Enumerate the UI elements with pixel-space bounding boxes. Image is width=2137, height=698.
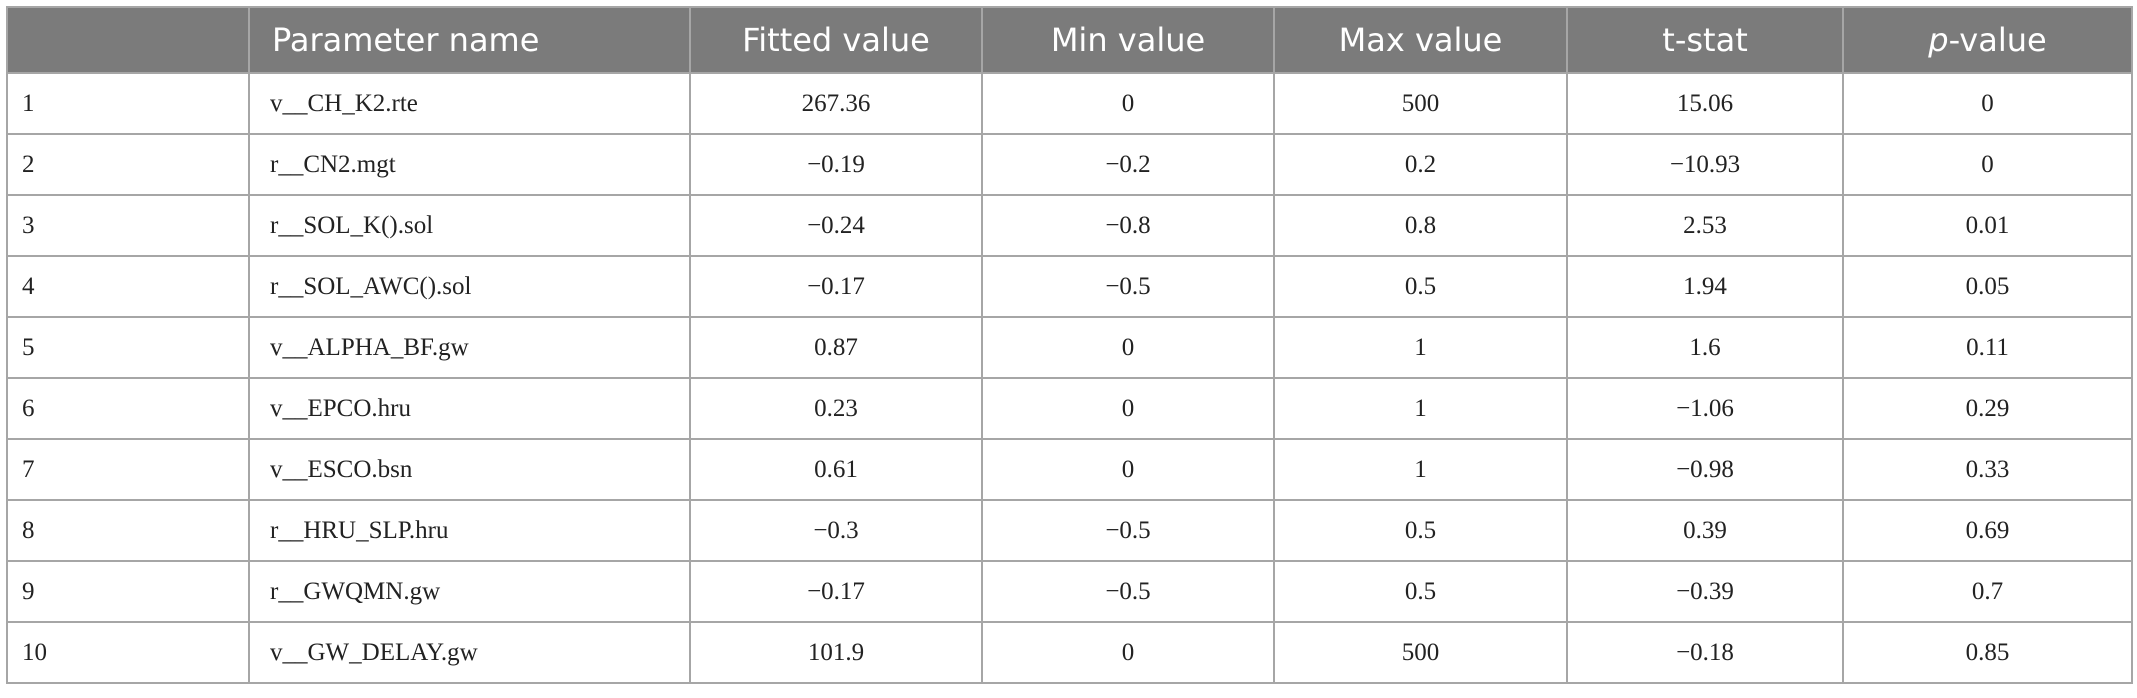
cell-min-value: −0.2 xyxy=(981,133,1275,196)
parameter-table-container: Parameter name Fitted value Min value Ma… xyxy=(6,6,2133,684)
cell-index: 5 xyxy=(6,316,250,379)
cell-fitted-value: −0.17 xyxy=(689,255,983,318)
cell-parameter-name: v__ESCO.bsn xyxy=(248,438,691,501)
cell-max-value: 500 xyxy=(1273,621,1568,684)
parameter-table: Parameter name Fitted value Min value Ma… xyxy=(6,6,2133,684)
table-row: 4 r__SOL_AWC().sol −0.17 −0.5 0.5 1.94 0.05 xyxy=(6,255,2133,318)
cell-min-value: −0.5 xyxy=(981,255,1275,318)
cell-index: 2 xyxy=(6,133,250,196)
cell-min-value: 0 xyxy=(981,316,1275,379)
cell-fitted-value: 101.9 xyxy=(689,621,983,684)
table-row: 6 v__EPCO.hru 0.23 0 1 −1.06 0.29 xyxy=(6,377,2133,440)
header-p-value-suffix: -value xyxy=(1948,21,2047,59)
cell-min-value: 0 xyxy=(981,377,1275,440)
cell-p-value: 0.33 xyxy=(1842,438,2133,501)
cell-parameter-name: r__SOL_AWC().sol xyxy=(248,255,691,318)
cell-max-value: 1 xyxy=(1273,377,1568,440)
header-index xyxy=(6,6,250,74)
cell-p-value: 0.69 xyxy=(1842,499,2133,562)
cell-parameter-name: r__GWQMN.gw xyxy=(248,560,691,623)
cell-fitted-value: −0.19 xyxy=(689,133,983,196)
cell-min-value: −0.5 xyxy=(981,560,1275,623)
header-p-value: p-value xyxy=(1842,6,2133,74)
cell-p-value: 0.85 xyxy=(1842,621,2133,684)
cell-t-stat: −0.39 xyxy=(1566,560,1844,623)
cell-t-stat: −0.18 xyxy=(1566,621,1844,684)
cell-parameter-name: r__SOL_K().sol xyxy=(248,194,691,257)
cell-max-value: 0.2 xyxy=(1273,133,1568,196)
cell-min-value: 0 xyxy=(981,72,1275,135)
cell-index: 3 xyxy=(6,194,250,257)
cell-fitted-value: 267.36 xyxy=(689,72,983,135)
cell-max-value: 500 xyxy=(1273,72,1568,135)
header-p-value-italic: p xyxy=(1928,21,1949,59)
cell-max-value: 0.5 xyxy=(1273,560,1568,623)
cell-p-value: 0.11 xyxy=(1842,316,2133,379)
cell-parameter-name: r__HRU_SLP.hru xyxy=(248,499,691,562)
cell-index: 9 xyxy=(6,560,250,623)
table-row: 5 v__ALPHA_BF.gw 0.87 0 1 1.6 0.11 xyxy=(6,316,2133,379)
cell-fitted-value: 0.23 xyxy=(689,377,983,440)
table-row: 10 v__GW_DELAY.gw 101.9 0 500 −0.18 0.85 xyxy=(6,621,2133,684)
cell-index: 4 xyxy=(6,255,250,318)
cell-p-value: 0.01 xyxy=(1842,194,2133,257)
cell-index: 8 xyxy=(6,499,250,562)
header-min-value: Min value xyxy=(981,6,1275,74)
cell-fitted-value: 0.61 xyxy=(689,438,983,501)
cell-t-stat: −0.98 xyxy=(1566,438,1844,501)
cell-t-stat: −1.06 xyxy=(1566,377,1844,440)
cell-parameter-name: v__ALPHA_BF.gw xyxy=(248,316,691,379)
cell-parameter-name: v__GW_DELAY.gw xyxy=(248,621,691,684)
cell-p-value: 0.29 xyxy=(1842,377,2133,440)
cell-t-stat: 1.94 xyxy=(1566,255,1844,318)
cell-index: 6 xyxy=(6,377,250,440)
cell-t-stat: 15.06 xyxy=(1566,72,1844,135)
cell-index: 10 xyxy=(6,621,250,684)
cell-fitted-value: 0.87 xyxy=(689,316,983,379)
cell-parameter-name: v__EPCO.hru xyxy=(248,377,691,440)
cell-t-stat: 2.53 xyxy=(1566,194,1844,257)
cell-p-value: 0 xyxy=(1842,72,2133,135)
cell-min-value: −0.5 xyxy=(981,499,1275,562)
cell-min-value: 0 xyxy=(981,621,1275,684)
header-fitted-value: Fitted value xyxy=(689,6,983,74)
cell-fitted-value: −0.17 xyxy=(689,560,983,623)
cell-max-value: 0.5 xyxy=(1273,499,1568,562)
cell-max-value: 1 xyxy=(1273,316,1568,379)
table-row: 7 v__ESCO.bsn 0.61 0 1 −0.98 0.33 xyxy=(6,438,2133,501)
table-body: 1 v__CH_K2.rte 267.36 0 500 15.06 0 2 r__CN2.mgt… xyxy=(6,72,2133,684)
cell-min-value: 0 xyxy=(981,438,1275,501)
table-header: Parameter name Fitted value Min value Ma… xyxy=(6,6,2133,74)
table-row: 1 v__CH_K2.rte 267.36 0 500 15.06 0 xyxy=(6,72,2133,135)
cell-t-stat: 0.39 xyxy=(1566,499,1844,562)
cell-fitted-value: −0.3 xyxy=(689,499,983,562)
cell-max-value: 0.5 xyxy=(1273,255,1568,318)
header-parameter-name: Parameter name xyxy=(248,6,691,74)
table-row: 8 r__HRU_SLP.hru −0.3 −0.5 0.5 0.39 0.69 xyxy=(6,499,2133,562)
cell-index: 7 xyxy=(6,438,250,501)
cell-min-value: −0.8 xyxy=(981,194,1275,257)
cell-max-value: 0.8 xyxy=(1273,194,1568,257)
cell-t-stat: −10.93 xyxy=(1566,133,1844,196)
cell-fitted-value: −0.24 xyxy=(689,194,983,257)
cell-parameter-name: v__CH_K2.rte xyxy=(248,72,691,135)
cell-max-value: 1 xyxy=(1273,438,1568,501)
table-row: 9 r__GWQMN.gw −0.17 −0.5 0.5 −0.39 0.7 xyxy=(6,560,2133,623)
table-row: 2 r__CN2.mgt −0.19 −0.2 0.2 −10.93 0 xyxy=(6,133,2133,196)
cell-t-stat: 1.6 xyxy=(1566,316,1844,379)
cell-p-value: 0 xyxy=(1842,133,2133,196)
header-row: Parameter name Fitted value Min value Ma… xyxy=(6,6,2133,74)
cell-index: 1 xyxy=(6,72,250,135)
table-row: 3 r__SOL_K().sol −0.24 −0.8 0.8 2.53 0.01 xyxy=(6,194,2133,257)
cell-p-value: 0.05 xyxy=(1842,255,2133,318)
cell-parameter-name: r__CN2.mgt xyxy=(248,133,691,196)
cell-p-value: 0.7 xyxy=(1842,560,2133,623)
header-t-stat: t-stat xyxy=(1566,6,1844,74)
header-max-value: Max value xyxy=(1273,6,1568,74)
